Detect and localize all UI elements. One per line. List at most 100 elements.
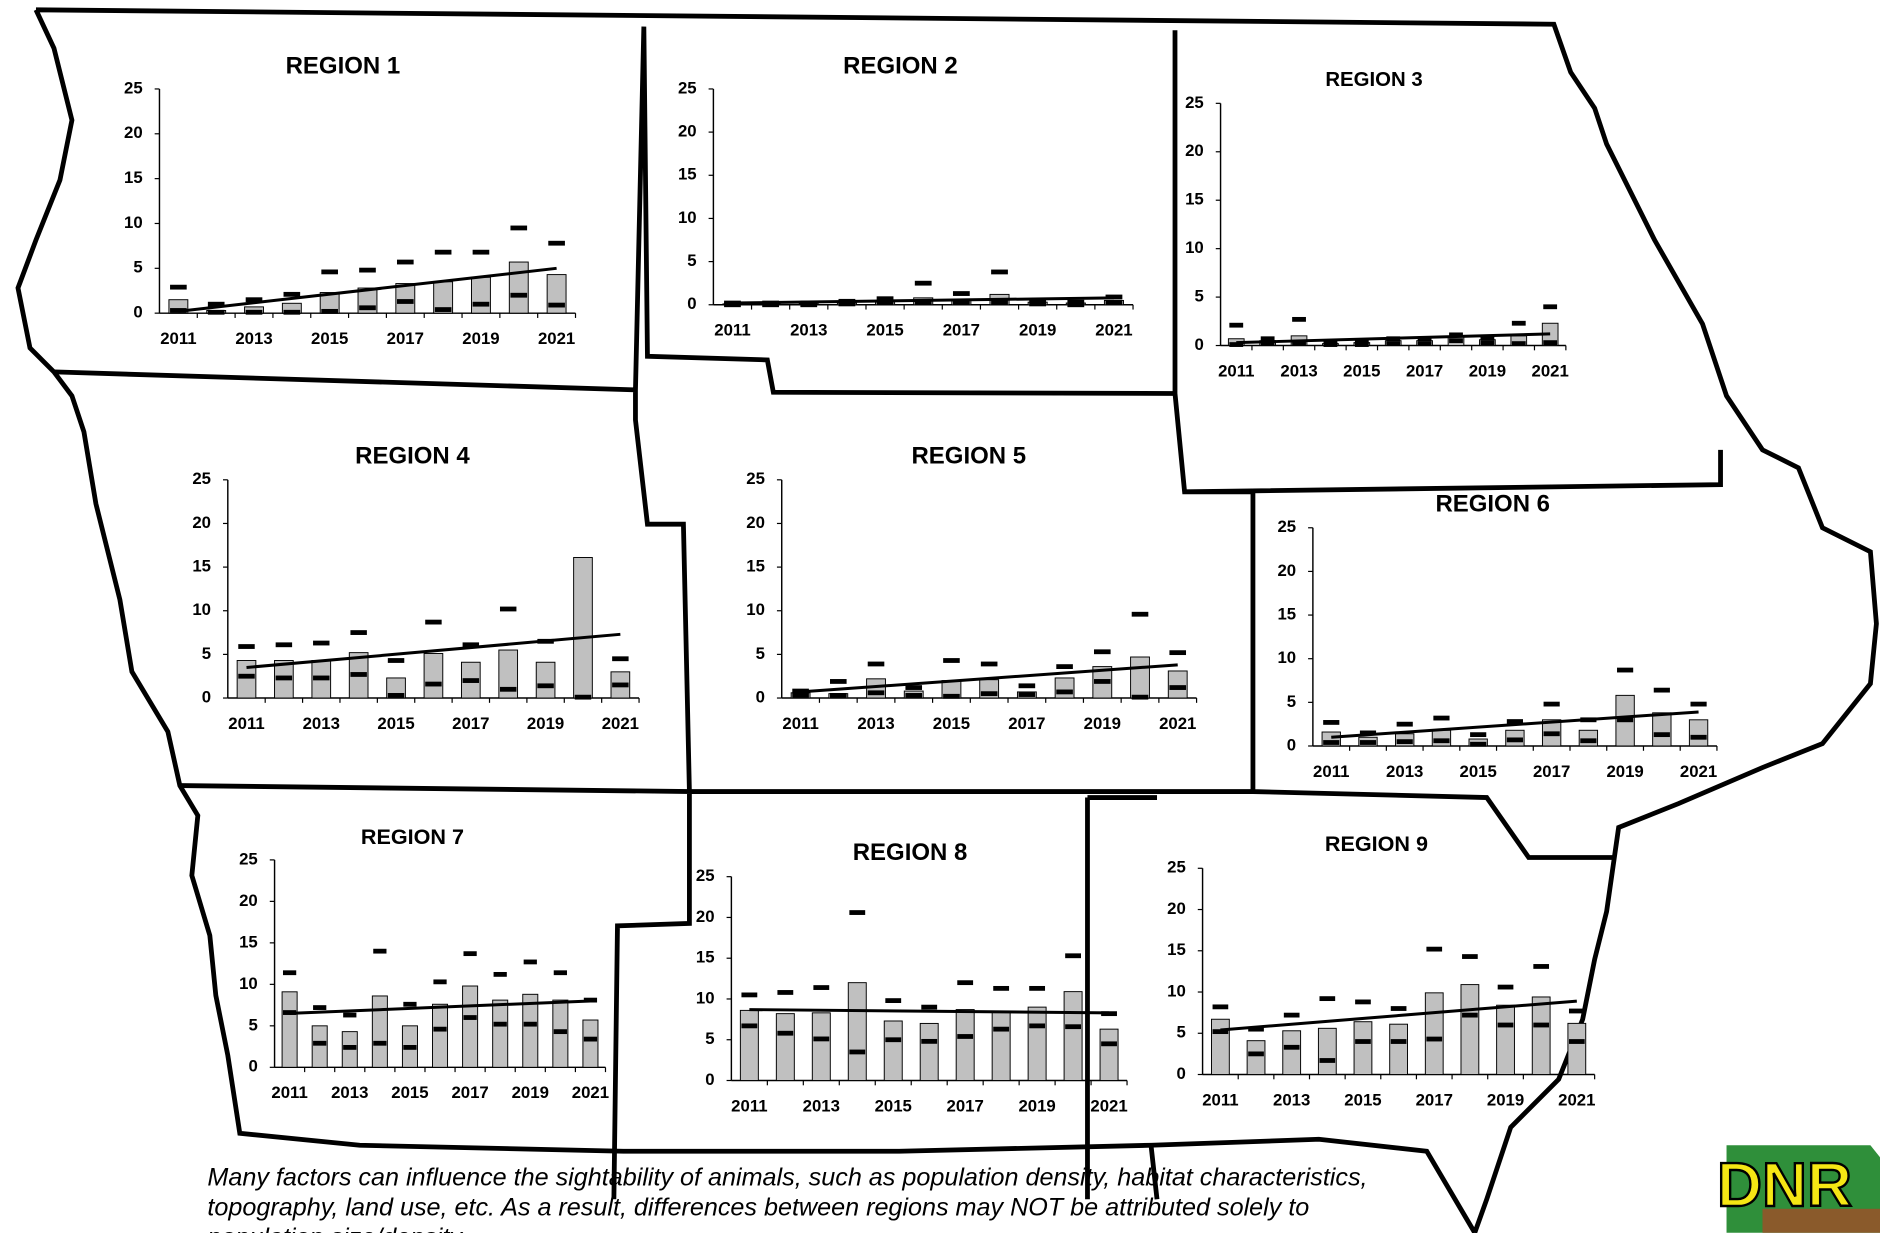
bar [811, 1012, 831, 1081]
interval-marker [914, 280, 932, 286]
chart-title: REGION 7 [361, 824, 464, 849]
trend-line [178, 266, 557, 313]
interval-marker [1470, 741, 1487, 747]
x-tick-label: 2013 [857, 714, 894, 733]
chart-title: REGION 1 [286, 53, 401, 80]
y-tick-label: 20 [192, 513, 211, 532]
interval-marker [1506, 737, 1523, 743]
interval-marker [1462, 954, 1478, 959]
x-tick-label: 2021 [1558, 1090, 1595, 1109]
interval-marker [1426, 946, 1443, 952]
trend-line [800, 663, 1178, 694]
interval-marker [1212, 1029, 1229, 1035]
interval-marker [1355, 1039, 1371, 1044]
interval-marker [991, 269, 1008, 275]
interval-marker [1690, 701, 1707, 707]
interval-marker [885, 1037, 902, 1043]
interval-marker [574, 694, 592, 700]
bar [582, 1019, 599, 1068]
x-tick-label: 2017 [452, 714, 489, 733]
x-tick-label: 2021 [1532, 361, 1569, 380]
interval-marker [1511, 320, 1526, 326]
interval-marker [1029, 1023, 1046, 1029]
x-tick-label: 2013 [303, 714, 340, 733]
trend-line [1220, 999, 1577, 1032]
interval-marker [207, 309, 225, 315]
bar [1567, 1022, 1587, 1075]
interval-marker [612, 656, 629, 662]
interval-marker [1229, 322, 1244, 328]
y-tick-label: 0 [687, 294, 696, 313]
interval-marker [583, 1036, 598, 1042]
x-tick-label: 2017 [943, 321, 980, 340]
interval-marker [275, 675, 293, 681]
x-tick-label: 2019 [1487, 1090, 1524, 1109]
interval-marker [943, 693, 960, 699]
interval-marker [433, 979, 447, 985]
x-tick-label: 2019 [527, 714, 564, 733]
bar [281, 991, 298, 1068]
x-tick-label: 2011 [1218, 361, 1254, 380]
x-tick-label: 2021 [602, 714, 639, 733]
interval-marker [993, 985, 1010, 991]
interval-marker [1449, 338, 1463, 344]
x-tick-label: 2021 [1680, 762, 1717, 781]
logo-ground [1762, 1208, 1880, 1233]
footnote: Many factors can influence the sightabil… [207, 1163, 1367, 1191]
interval-marker [1396, 739, 1413, 745]
interval-marker [1497, 1022, 1514, 1028]
x-tick-label: 2011 [271, 1083, 307, 1102]
bar [739, 1009, 759, 1081]
interval-marker [921, 1038, 938, 1044]
y-tick-label: 0 [1176, 1064, 1185, 1083]
y-tick-label: 25 [678, 78, 697, 97]
y-tick-label: 10 [1277, 648, 1296, 667]
interval-marker [1292, 341, 1306, 346]
x-tick-label: 2019 [462, 329, 499, 348]
interval-marker [283, 309, 301, 315]
chart-title: REGION 6 [1435, 490, 1550, 517]
y-tick-label: 0 [133, 303, 142, 322]
interval-marker [321, 269, 338, 275]
interval-marker [1029, 298, 1047, 303]
region-borders [15, 7, 1879, 1233]
y-tick-label: 20 [678, 122, 697, 141]
interval-marker [1105, 300, 1123, 306]
x-tick-label: 2011 [228, 714, 264, 733]
bar [991, 1010, 1011, 1081]
x-tick-label: 2015 [866, 321, 903, 340]
bar [508, 261, 529, 314]
interval-marker [849, 1049, 866, 1055]
interval-marker [1390, 1006, 1407, 1011]
bar [522, 993, 539, 1068]
interval-marker [993, 1026, 1010, 1032]
interval-marker [1260, 336, 1275, 342]
y-tick-label: 0 [1194, 335, 1203, 354]
bar [573, 557, 593, 699]
y-tick-label: 0 [248, 1057, 257, 1076]
x-tick-label: 2017 [1533, 762, 1570, 781]
interval-marker [387, 658, 405, 663]
y-tick-label: 25 [192, 469, 211, 488]
y-tick-label: 25 [124, 78, 143, 97]
interval-marker [1105, 294, 1123, 300]
y-tick-label: 25 [1167, 858, 1186, 877]
interval-marker [463, 951, 477, 957]
interval-marker [777, 990, 794, 995]
bar [535, 661, 556, 699]
logo-text: DNR [1717, 1151, 1852, 1220]
y-tick-label: 10 [696, 988, 715, 1007]
interval-marker [1426, 1036, 1443, 1042]
interval-marker [238, 673, 255, 679]
chart-title: REGION 2 [843, 53, 958, 80]
x-tick-label: 2011 [731, 1096, 767, 1115]
interval-marker [1355, 999, 1371, 1005]
y-tick-label: 20 [239, 891, 258, 910]
y-tick-label: 20 [1277, 561, 1296, 580]
interval-marker [905, 693, 923, 698]
bar [1688, 719, 1709, 747]
interval-marker [1065, 1024, 1081, 1030]
y-tick-label: 0 [1287, 735, 1296, 754]
interval-marker [313, 675, 330, 681]
interval-marker [425, 681, 442, 687]
